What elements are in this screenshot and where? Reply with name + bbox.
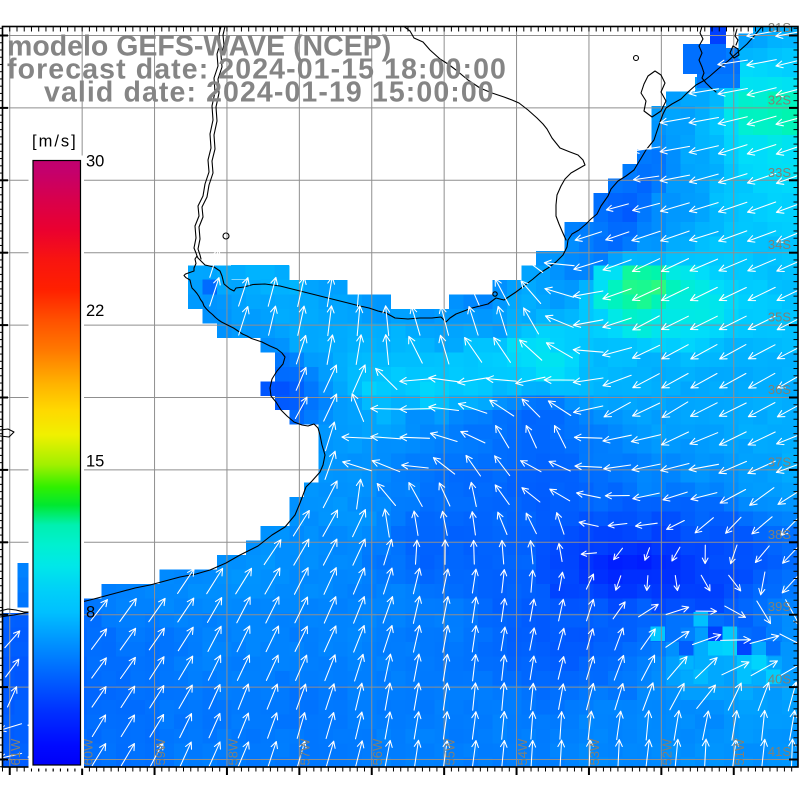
svg-text:valid date: 2024-01-19 15:00:0: valid date: 2024-01-19 15:00:00	[44, 77, 495, 109]
svg-text:51W: 51W	[732, 738, 747, 765]
svg-text:61W: 61W	[8, 738, 23, 765]
svg-text:30: 30	[86, 153, 104, 171]
svg-text:54W: 54W	[515, 738, 530, 765]
svg-text:52W: 52W	[660, 738, 675, 765]
svg-text:32S: 32S	[768, 92, 791, 107]
svg-text:40S: 40S	[768, 672, 791, 687]
svg-text:41S: 41S	[768, 744, 791, 759]
svg-text:37S: 37S	[768, 454, 791, 469]
svg-text:15: 15	[86, 453, 104, 471]
svg-text:60W: 60W	[81, 738, 96, 765]
svg-text:[m/s]: [m/s]	[32, 133, 78, 151]
svg-text:35S: 35S	[768, 310, 791, 325]
svg-text:53W: 53W	[587, 738, 602, 765]
svg-text:39S: 39S	[768, 599, 791, 614]
svg-text:58W: 58W	[225, 738, 240, 765]
svg-text:57W: 57W	[298, 738, 313, 765]
svg-text:forecast date: 2024-01-15 18:0: forecast date: 2024-01-15 18:00:00	[7, 54, 507, 86]
svg-text:56W: 56W	[370, 738, 385, 765]
svg-text:modelo GEFS-WAVE (NCEP): modelo GEFS-WAVE (NCEP)	[7, 31, 391, 63]
svg-text:38S: 38S	[768, 527, 791, 542]
svg-text:59W: 59W	[153, 738, 168, 765]
svg-text:34S: 34S	[768, 237, 791, 252]
svg-text:8: 8	[86, 604, 95, 622]
svg-text:33S: 33S	[768, 165, 791, 180]
svg-text:36S: 36S	[768, 382, 791, 397]
svg-text:55W: 55W	[443, 738, 458, 765]
svg-text:31S: 31S	[768, 20, 791, 35]
svg-text:22: 22	[86, 302, 104, 320]
